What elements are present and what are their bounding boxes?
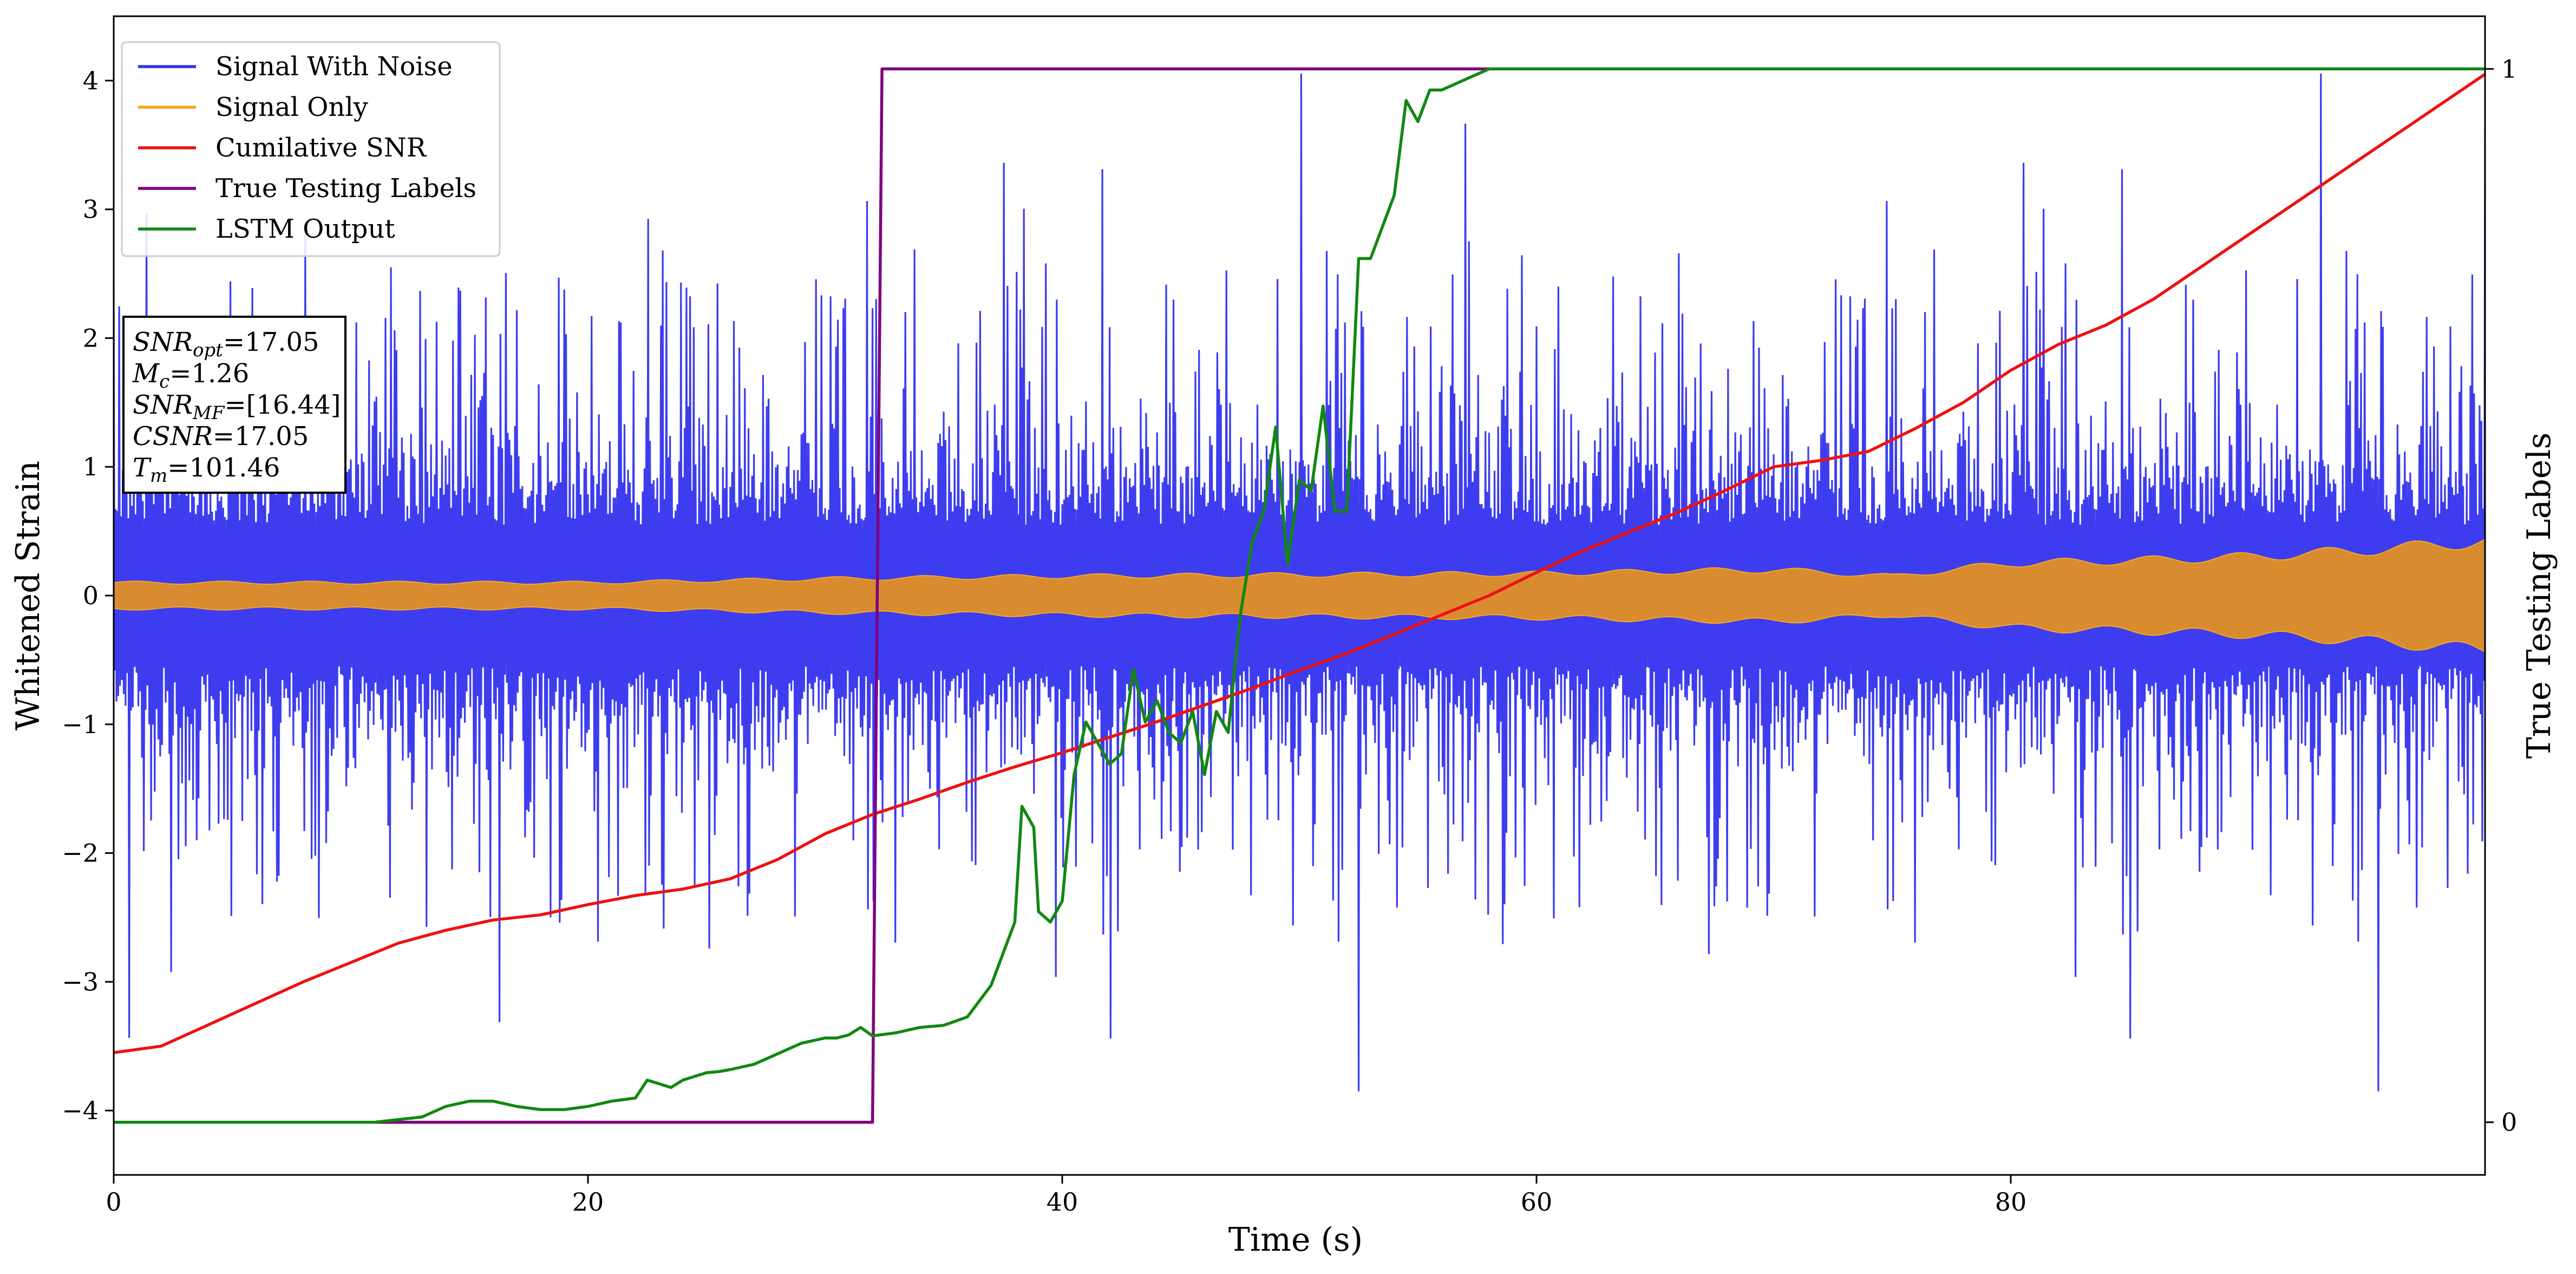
y-tick-label: −2 bbox=[62, 839, 99, 868]
x-tick-label: 80 bbox=[1995, 1187, 2027, 1217]
legend: Signal With Noise Signal Only Cumilative S… bbox=[121, 41, 501, 257]
plot-area bbox=[114, 67, 2485, 1124]
y-tick-label: 4 bbox=[83, 66, 99, 95]
x-axis: 0 20 40 60 80 bbox=[106, 1175, 2026, 1217]
y-tick-label: −1 bbox=[62, 710, 99, 739]
parameter-annotation: SNRopt=17.05Mc=1.26SNRMF=[16.44]CSNR=17.… bbox=[122, 316, 346, 494]
parameter-line: Mc=1.26 bbox=[132, 358, 249, 393]
y-tick-label: 0 bbox=[83, 581, 99, 610]
y-tick-label: −4 bbox=[62, 1096, 99, 1125]
legend-label: LSTM Output bbox=[215, 214, 395, 244]
x-tick-label: 20 bbox=[572, 1187, 604, 1217]
y-tick-label: −3 bbox=[62, 967, 99, 996]
legend-label: True Testing Labels bbox=[215, 173, 476, 204]
parameter-line: Tm=101.46 bbox=[133, 453, 280, 487]
parameter-line: SNRMF=[16.44] bbox=[133, 390, 341, 424]
x-axis-title: Time (s) bbox=[1228, 1221, 1363, 1259]
y-tick-label: 3 bbox=[83, 195, 99, 224]
y2-tick-label: 1 bbox=[2501, 54, 2517, 83]
y2-axis-title: True Testing Labels bbox=[2520, 433, 2558, 759]
x-tick-label: 0 bbox=[106, 1187, 121, 1217]
y-tick-label: 1 bbox=[83, 452, 99, 481]
y-axis-left: −4 −3 −2 −1 0 1 2 3 4 bbox=[62, 66, 114, 1125]
x-tick-label: 60 bbox=[1521, 1187, 1553, 1217]
line-series-layer bbox=[114, 67, 2485, 1124]
x-tick-label: 40 bbox=[1047, 1187, 1078, 1217]
legend-label: Signal With Noise bbox=[215, 51, 453, 82]
parameter-line: CSNR=17.05 bbox=[133, 421, 309, 452]
line-cumilative-snr bbox=[114, 73, 2485, 1054]
legend-label: Cumilative SNR bbox=[215, 133, 427, 163]
y-axis-title: Whitened Strain bbox=[9, 461, 47, 730]
legend-label: Signal Only bbox=[215, 92, 368, 122]
parameter-annotation-box bbox=[122, 316, 346, 494]
line-lstm-output bbox=[114, 67, 2485, 1124]
series-signal-only bbox=[114, 538, 2485, 653]
parameter-line: SNRopt=17.05 bbox=[133, 327, 319, 361]
signal-only-band bbox=[114, 538, 2485, 653]
y-axis-right: 01 bbox=[2485, 54, 2517, 1137]
y-tick-label: 2 bbox=[83, 323, 99, 352]
legend-box bbox=[121, 41, 501, 257]
y2-tick-label: 0 bbox=[2501, 1108, 2517, 1137]
